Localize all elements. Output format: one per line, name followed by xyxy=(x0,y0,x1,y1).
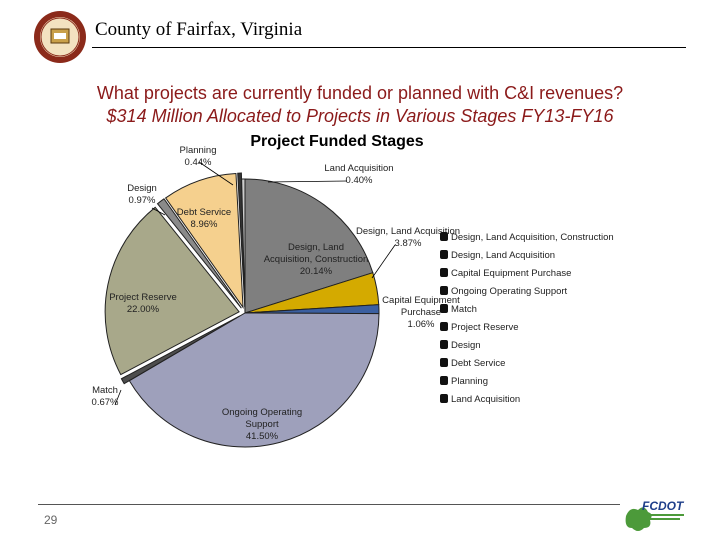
legend-item-design: Design xyxy=(451,340,481,351)
footer-divider xyxy=(38,504,620,505)
chart-legend: Design, Land Acquisition, Construction De… xyxy=(440,232,614,405)
legend-swatch-land-acquisition xyxy=(440,394,448,403)
question-block: What projects are currently funded or pl… xyxy=(0,82,720,128)
pie-slice-design xyxy=(156,198,242,309)
pie-slice-match xyxy=(120,315,241,385)
legend-swatch-capital-equipment-purchase xyxy=(440,268,448,277)
legend-item-land-acquisition: Land Acquisition xyxy=(451,394,520,405)
legend-swatch-design-land-acquisition-construction xyxy=(440,232,448,241)
county-seal xyxy=(34,11,86,63)
fcdot-logo: FCDOT xyxy=(625,499,685,531)
legend-swatch-design xyxy=(440,340,448,349)
slice-label-design-land-acquisition-construction: Design, Land Acquisition, Construction 20.… xyxy=(264,242,369,277)
slice-label-debt-service: Debt Service 8.96% xyxy=(177,207,231,230)
chart-title: Project Funded Stages xyxy=(250,133,423,150)
legend-swatch-project-reserve xyxy=(440,322,448,331)
legend-item-project-reserve: Project Reserve xyxy=(451,322,519,333)
slice-label-land-acquisition: Land Acquisition 0.40% xyxy=(324,163,393,186)
leader-line xyxy=(114,389,122,406)
fcdot-logo-text: FCDOT xyxy=(642,499,685,513)
allocation-subtitle: $314 Million Allocated to Projects in Va… xyxy=(106,106,614,126)
pie-slice-land-acquisition xyxy=(241,178,246,314)
header-title: County of Fairfax, Virginia xyxy=(95,19,303,40)
legend-swatch-ongoing-operating-support xyxy=(440,286,448,295)
legend-item-design-land-acquisition-construction: Design, Land Acquisition, Construction xyxy=(451,232,614,243)
legend-swatch-debt-service xyxy=(440,358,448,367)
page-number: 29 xyxy=(44,513,58,527)
leader-line xyxy=(267,180,348,183)
pie-slice-design-land-acquisition-construction xyxy=(244,178,374,314)
legend-swatch-design-land-acquisition xyxy=(440,250,448,259)
legend-item-match: Match xyxy=(451,304,477,315)
legend-item-capital-equipment-purchase: Capital Equipment Purchase xyxy=(451,268,571,279)
leader-line xyxy=(198,161,234,186)
legend-item-ongoing-operating-support: Ongoing Operating Support xyxy=(451,286,568,297)
slice-label-project-reserve: Project Reserve 22.00% xyxy=(109,292,177,315)
pie-slice-debt-service xyxy=(164,172,244,310)
pie-slice-project-reserve xyxy=(104,206,240,376)
leader-line xyxy=(151,207,166,216)
legend-swatch-planning xyxy=(440,376,448,385)
slice-label-planning: Planning 0.44% xyxy=(180,145,217,168)
legend-swatch-match xyxy=(440,304,448,313)
pie-slices xyxy=(104,172,380,448)
slice-label-design: Design 0.97% xyxy=(127,183,157,206)
header-divider xyxy=(92,47,686,48)
slice-label-capital-equipment-purchase: Capital Equipment Purchase 1.06% xyxy=(382,295,460,330)
pie-slice-ongoing-operating-support xyxy=(128,312,380,448)
slice-label-design-land-acquisition: Design, Land Acquisition 3.87% xyxy=(356,226,460,249)
legend-item-design-land-acquisition: Design, Land Acquisition xyxy=(451,250,555,261)
pie-slice-planning xyxy=(237,172,246,308)
legend-item-debt-service: Debt Service xyxy=(451,358,505,369)
leader-line xyxy=(371,244,396,279)
question-line: What projects are currently funded or pl… xyxy=(96,83,624,103)
legend-item-planning: Planning xyxy=(451,376,488,387)
slice-label-ongoing-operating-support: Ongoing Operating Support 41.50% xyxy=(222,407,302,442)
slice-label-match: Match 0.67% xyxy=(92,385,119,408)
